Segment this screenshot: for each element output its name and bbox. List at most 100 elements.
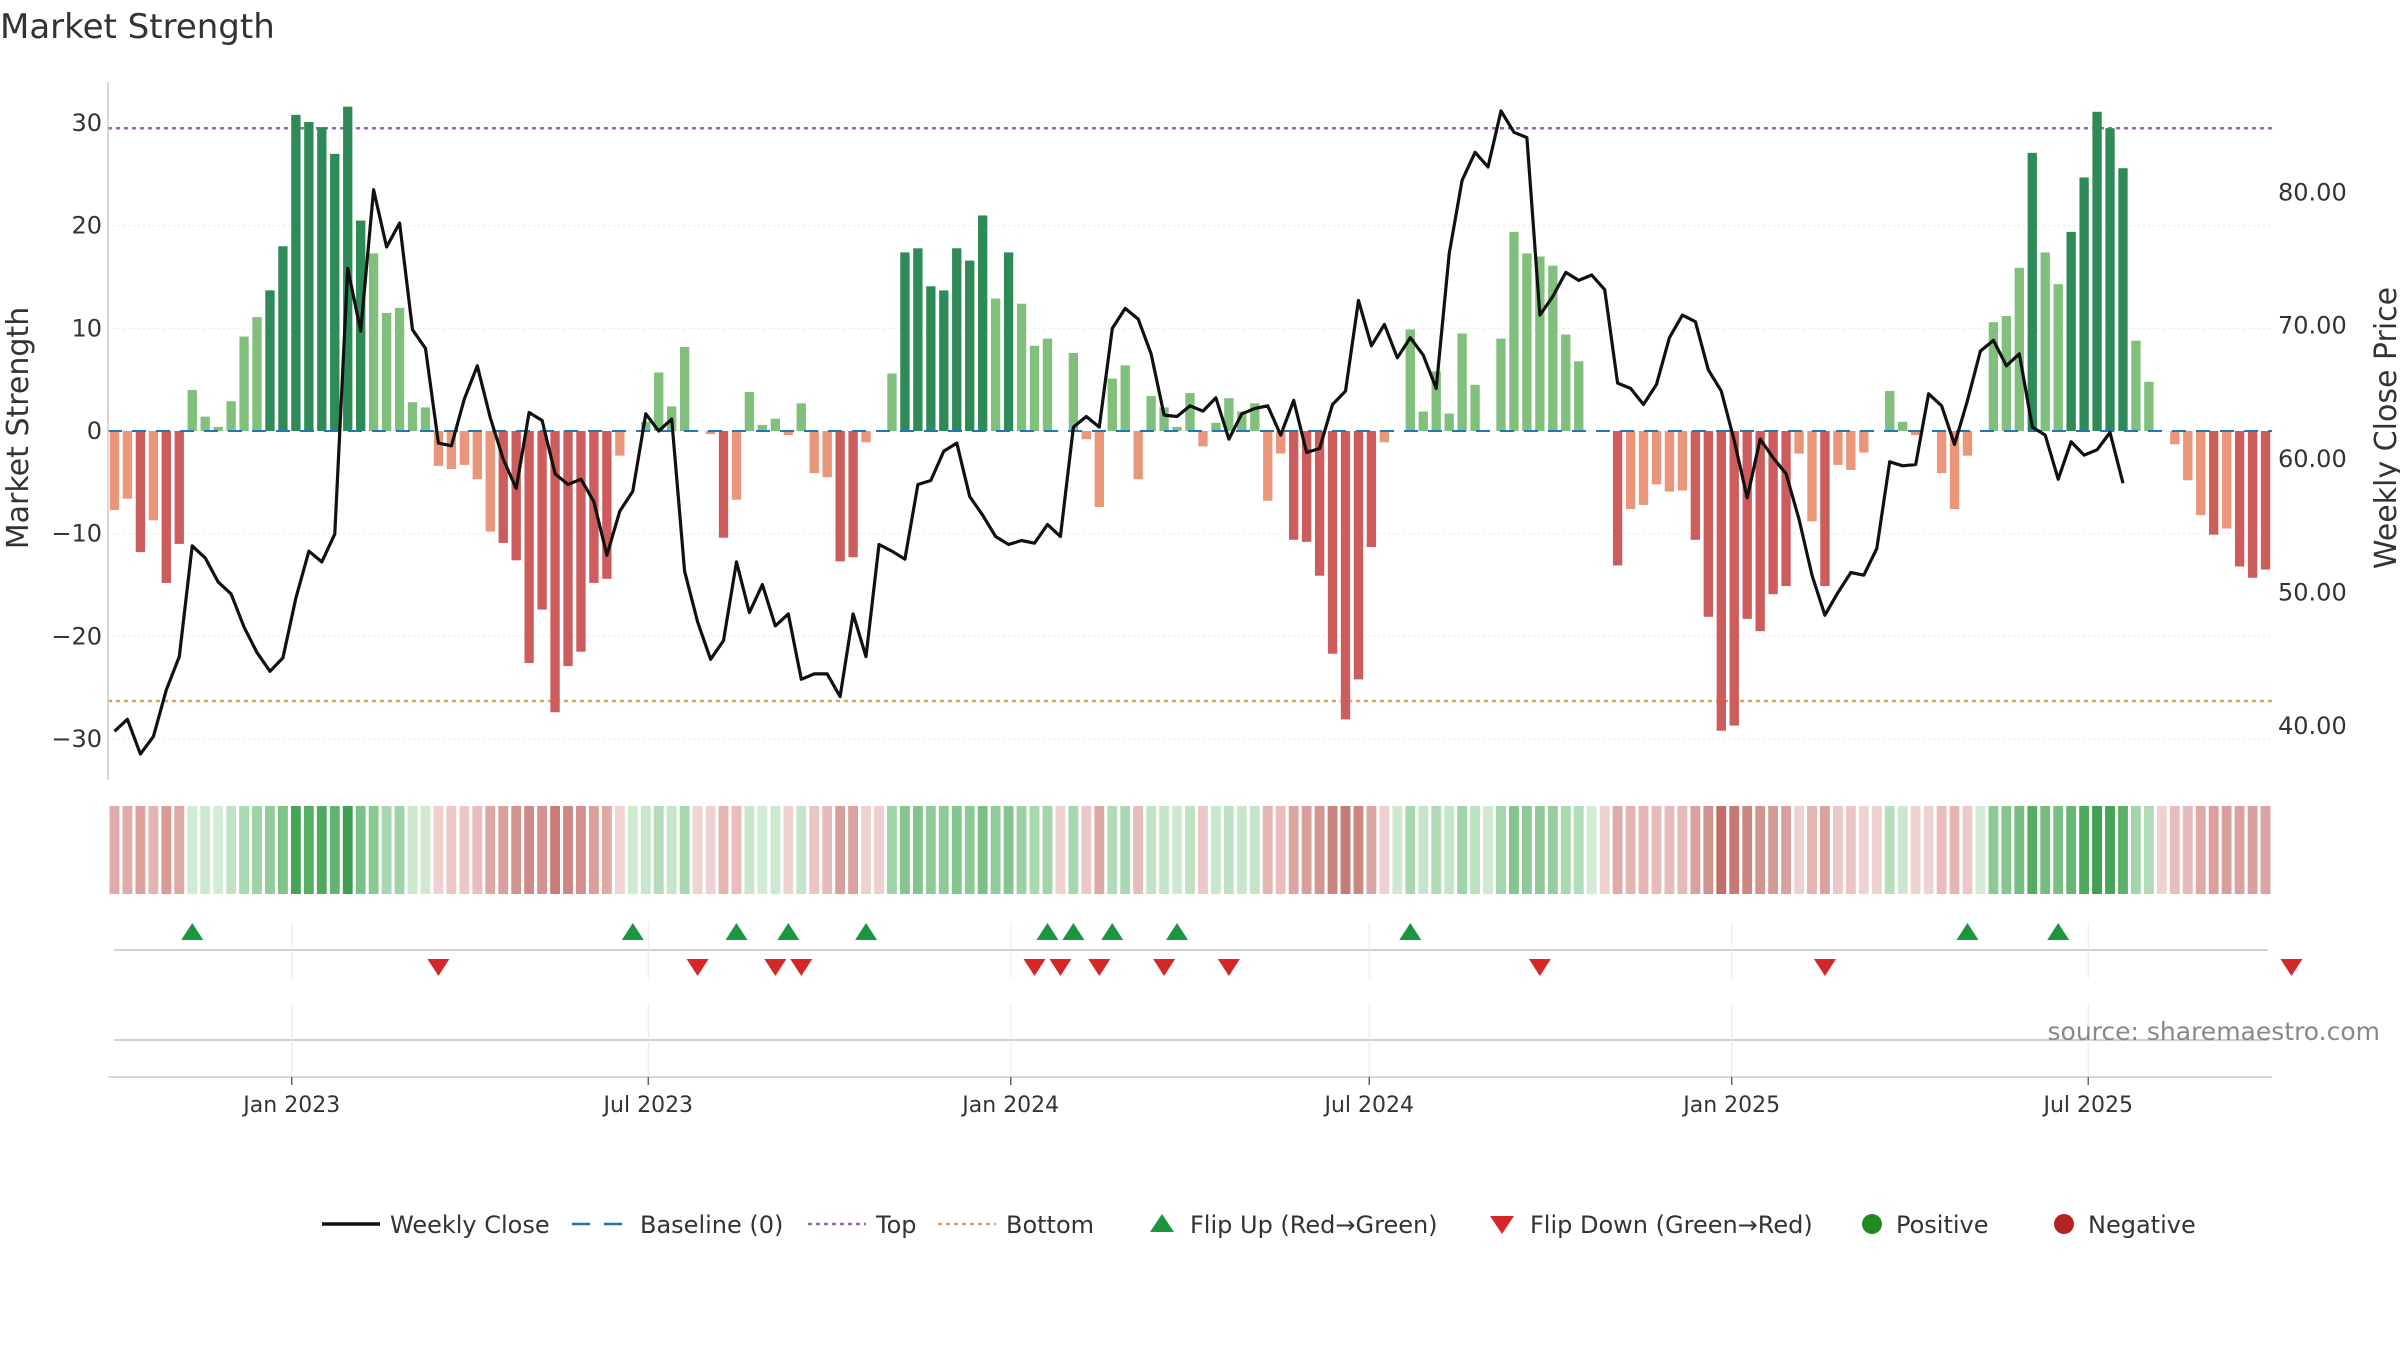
band-cell-37 [589,806,599,894]
bar-70 [1016,303,1027,431]
bar-12 [265,290,275,431]
band-cell-59 [874,806,884,894]
flip-up-marker-6 [1062,923,1085,940]
y-left-tick-label: 30 [71,109,102,137]
band-cell-19 [355,806,366,894]
bar-135 [1859,431,1869,453]
bar-52 [783,431,793,436]
bar-138 [1898,421,1908,431]
y-left-tick-label: 20 [71,212,102,240]
bar-41 [641,421,651,431]
bar-152 [2079,177,2089,431]
bar-100 [1405,329,1415,431]
legend-item-dash: Baseline (0) [572,1211,783,1239]
band-cell-109 [1521,806,1532,894]
band-cell-61 [899,806,910,894]
bar-17 [330,153,340,431]
band-cell-86 [1223,806,1234,894]
bar-46 [705,431,716,435]
band-cell-87 [1236,806,1247,894]
flip-up-marker-11 [2047,923,2070,940]
band-cell-22 [394,806,405,894]
bar-123 [1703,431,1713,617]
flip-up-marker-10 [1956,923,1979,940]
band-cell-14 [290,806,301,894]
band-cell-49 [744,806,755,894]
band-cell-4 [161,806,172,894]
flip-up-marker-8 [1166,923,1189,940]
band-cell-164 [2234,806,2245,894]
bar-125 [1729,431,1739,726]
bar-161 [2196,431,2206,516]
band-cell-71 [1029,806,1040,894]
band-cell-124 [1716,806,1727,894]
strength-bars [109,106,2271,731]
bar-7 [200,416,210,431]
band-cell-112 [1560,806,1571,894]
band-cell-8 [213,806,224,894]
bar-97 [1366,431,1377,547]
bar-109 [1522,253,1532,431]
y-left-tick-label: 10 [71,314,102,342]
bar-4 [161,431,171,583]
band-cell-144 [1975,806,1986,894]
band-cell-154 [2105,806,2115,894]
bar-35 [563,431,573,667]
bar-54 [809,431,819,474]
bar-159 [2170,431,2180,445]
band-cell-45 [692,806,703,894]
band-cell-70 [1016,806,1027,894]
band-cell-46 [705,806,716,894]
bar-57 [848,431,858,558]
band-cell-16 [316,806,327,894]
band-cell-114 [1586,806,1597,894]
bar-42 [654,372,664,431]
bar-32 [524,431,534,663]
bar-157 [2144,381,2154,431]
band-cell-113 [1573,806,1584,894]
bar-166 [2260,431,2271,570]
band-cell-18 [342,806,353,894]
y-left-tick-label: −10 [51,520,102,548]
bar-9 [226,401,236,431]
band-cell-26 [446,806,457,894]
band-cell-62 [912,806,923,894]
bar-104 [1457,333,1467,431]
bar-74 [1068,352,1079,431]
flip-down-marker-1 [686,959,709,976]
flip-down-marker-6 [1088,959,1111,976]
band-cell-38 [601,806,612,894]
band-cell-91 [1288,806,1299,894]
bar-103 [1444,413,1454,431]
bar-147 [2014,267,2024,431]
band-cell-126 [1742,806,1753,894]
flip-down-marker-11 [2280,959,2303,976]
band-cell-52 [783,806,794,894]
flip-up-marker-3 [777,923,800,940]
bar-127 [1755,431,1765,632]
bar-105 [1470,384,1480,431]
bar-21 [381,312,392,431]
flip-markers-panel [114,922,2303,1076]
band-cell-149 [2040,806,2051,894]
band-cell-84 [1198,806,1208,894]
band-cell-63 [925,806,936,894]
bar-14 [291,114,301,432]
band-cell-130 [1794,806,1804,894]
bar-53 [796,403,806,431]
legend-item-dot: Top [808,1211,917,1239]
bar-30 [498,431,508,543]
band-cell-138 [1897,806,1908,894]
legend-item-line: Weekly Close [322,1211,550,1239]
x-tick-label: Jul 2023 [602,1093,694,1118]
band-cell-141 [1936,806,1947,894]
band-cell-50 [757,806,768,894]
band-cell-68 [990,806,1001,894]
band-cell-122 [1690,806,1701,894]
flip-down-marker-10 [1813,959,1836,976]
axes: 30 20 10 0 −10 −20 −30 80.00 70.00 60.00 50.00 40.0… [51,82,2347,780]
bar-149 [2040,252,2050,431]
band-cell-9 [226,806,237,894]
bar-87 [1237,411,1247,431]
bar-47 [718,431,729,538]
